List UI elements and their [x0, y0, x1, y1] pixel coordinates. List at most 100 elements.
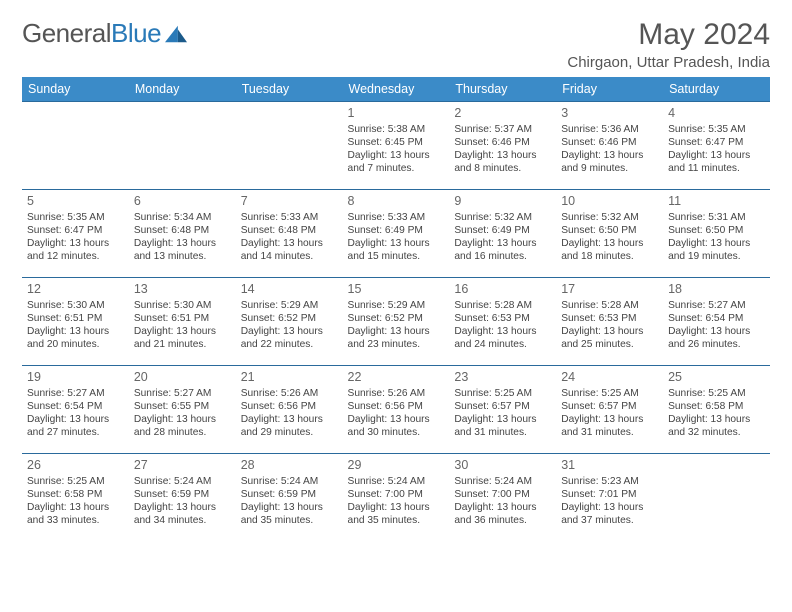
calendar-cell: 22Sunrise: 5:26 AMSunset: 6:56 PMDayligh… — [343, 366, 450, 454]
day-number: 12 — [27, 281, 124, 297]
day-info-line: Sunset: 6:53 PM — [454, 312, 551, 325]
weekday-header: Wednesday — [343, 77, 450, 102]
day-info-line: Sunrise: 5:28 AM — [454, 299, 551, 312]
day-info-line: Daylight: 13 hours and 20 minutes. — [27, 325, 124, 351]
day-number: 11 — [668, 193, 765, 209]
day-info-line: Sunrise: 5:25 AM — [561, 387, 658, 400]
day-info-line: Daylight: 13 hours and 18 minutes. — [561, 237, 658, 263]
day-number: 1 — [348, 105, 445, 121]
day-info-line: Sunrise: 5:27 AM — [134, 387, 231, 400]
day-number: 20 — [134, 369, 231, 385]
day-info-line: Daylight: 13 hours and 8 minutes. — [454, 149, 551, 175]
day-number: 19 — [27, 369, 124, 385]
weekday-header: Saturday — [663, 77, 770, 102]
day-number: 30 — [454, 457, 551, 473]
day-info-line: Sunset: 6:47 PM — [27, 224, 124, 237]
calendar-cell: 23Sunrise: 5:25 AMSunset: 6:57 PMDayligh… — [449, 366, 556, 454]
calendar-cell: 30Sunrise: 5:24 AMSunset: 7:00 PMDayligh… — [449, 454, 556, 542]
day-number: 4 — [668, 105, 765, 121]
day-info-line: Sunrise: 5:24 AM — [454, 475, 551, 488]
day-info-line: Sunset: 6:45 PM — [348, 136, 445, 149]
day-info-line: Daylight: 13 hours and 29 minutes. — [241, 413, 338, 439]
day-info-line: Daylight: 13 hours and 26 minutes. — [668, 325, 765, 351]
calendar-row: 19Sunrise: 5:27 AMSunset: 6:54 PMDayligh… — [22, 366, 770, 454]
day-info-line: Sunset: 6:58 PM — [27, 488, 124, 501]
day-number: 6 — [134, 193, 231, 209]
day-info-line: Sunset: 6:46 PM — [454, 136, 551, 149]
brand-part2: Blue — [111, 18, 161, 48]
day-info-line: Sunrise: 5:37 AM — [454, 123, 551, 136]
month-title: May 2024 — [567, 18, 770, 52]
title-block: May 2024 Chirgaon, Uttar Pradesh, India — [567, 18, 770, 71]
day-info-line: Daylight: 13 hours and 33 minutes. — [27, 501, 124, 527]
day-info-line: Sunrise: 5:24 AM — [348, 475, 445, 488]
calendar-cell — [236, 102, 343, 190]
calendar-cell: 24Sunrise: 5:25 AMSunset: 6:57 PMDayligh… — [556, 366, 663, 454]
day-info-line: Daylight: 13 hours and 25 minutes. — [561, 325, 658, 351]
day-number: 28 — [241, 457, 338, 473]
calendar-cell: 20Sunrise: 5:27 AMSunset: 6:55 PMDayligh… — [129, 366, 236, 454]
day-info-line: Daylight: 13 hours and 7 minutes. — [348, 149, 445, 175]
day-info-line: Daylight: 13 hours and 11 minutes. — [668, 149, 765, 175]
day-info-line: Sunset: 7:01 PM — [561, 488, 658, 501]
day-info-line: Sunset: 6:50 PM — [668, 224, 765, 237]
calendar-cell: 12Sunrise: 5:30 AMSunset: 6:51 PMDayligh… — [22, 278, 129, 366]
calendar-cell — [129, 102, 236, 190]
header: GeneralBlue May 2024 Chirgaon, Uttar Pra… — [22, 18, 770, 71]
calendar-row: 1Sunrise: 5:38 AMSunset: 6:45 PMDaylight… — [22, 102, 770, 190]
day-info-line: Sunrise: 5:26 AM — [241, 387, 338, 400]
day-info-line: Sunset: 6:59 PM — [241, 488, 338, 501]
day-number: 21 — [241, 369, 338, 385]
day-number: 5 — [27, 193, 124, 209]
calendar-cell: 27Sunrise: 5:24 AMSunset: 6:59 PMDayligh… — [129, 454, 236, 542]
day-info-line: Sunset: 6:53 PM — [561, 312, 658, 325]
calendar-row: 26Sunrise: 5:25 AMSunset: 6:58 PMDayligh… — [22, 454, 770, 542]
calendar-cell: 14Sunrise: 5:29 AMSunset: 6:52 PMDayligh… — [236, 278, 343, 366]
calendar-cell: 28Sunrise: 5:24 AMSunset: 6:59 PMDayligh… — [236, 454, 343, 542]
day-info-line: Sunrise: 5:33 AM — [241, 211, 338, 224]
day-info-line: Daylight: 13 hours and 16 minutes. — [454, 237, 551, 263]
calendar-cell: 10Sunrise: 5:32 AMSunset: 6:50 PMDayligh… — [556, 190, 663, 278]
day-info-line: Sunset: 6:46 PM — [561, 136, 658, 149]
day-info-line: Sunrise: 5:24 AM — [134, 475, 231, 488]
logo: GeneralBlue — [22, 18, 187, 49]
weekday-header: Thursday — [449, 77, 556, 102]
weekday-header: Sunday — [22, 77, 129, 102]
day-number: 22 — [348, 369, 445, 385]
day-number: 31 — [561, 457, 658, 473]
calendar-cell: 5 Sunrise: 5:35 AMSunset: 6:47 PMDaylight… — [22, 190, 129, 278]
day-info-line: Daylight: 13 hours and 24 minutes. — [454, 325, 551, 351]
day-info-line: Daylight: 13 hours and 34 minutes. — [134, 501, 231, 527]
day-number: 24 — [561, 369, 658, 385]
day-info-line: Sunrise: 5:33 AM — [348, 211, 445, 224]
day-info-line: Sunrise: 5:35 AM — [27, 211, 124, 224]
calendar-cell: 8Sunrise: 5:33 AMSunset: 6:49 PMDaylight… — [343, 190, 450, 278]
day-info-line: Sunset: 6:49 PM — [454, 224, 551, 237]
day-info-line: Sunset: 6:52 PM — [241, 312, 338, 325]
day-number: 17 — [561, 281, 658, 297]
calendar-cell: 13Sunrise: 5:30 AMSunset: 6:51 PMDayligh… — [129, 278, 236, 366]
day-number: 15 — [348, 281, 445, 297]
day-info-line: Daylight: 13 hours and 19 minutes. — [668, 237, 765, 263]
day-number: 27 — [134, 457, 231, 473]
calendar-cell: 18Sunrise: 5:27 AMSunset: 6:54 PMDayligh… — [663, 278, 770, 366]
day-info-line: Daylight: 13 hours and 12 minutes. — [27, 237, 124, 263]
day-info-line: Sunset: 6:56 PM — [348, 400, 445, 413]
day-info-line: Sunset: 6:54 PM — [668, 312, 765, 325]
day-info-line: Sunset: 6:52 PM — [348, 312, 445, 325]
day-info-line: Daylight: 13 hours and 9 minutes. — [561, 149, 658, 175]
calendar-cell: 9Sunrise: 5:32 AMSunset: 6:49 PMDaylight… — [449, 190, 556, 278]
brand-text: GeneralBlue — [22, 18, 161, 49]
day-info-line: Sunrise: 5:25 AM — [27, 475, 124, 488]
day-info-line: Sunrise: 5:29 AM — [241, 299, 338, 312]
day-info-line: Sunrise: 5:27 AM — [27, 387, 124, 400]
day-info-line: Daylight: 13 hours and 35 minutes. — [348, 501, 445, 527]
day-info-line: Daylight: 13 hours and 13 minutes. — [134, 237, 231, 263]
day-info-line: Sunrise: 5:34 AM — [134, 211, 231, 224]
day-info-line: Daylight: 13 hours and 27 minutes. — [27, 413, 124, 439]
day-info-line: Sunset: 6:56 PM — [241, 400, 338, 413]
calendar-cell: 19Sunrise: 5:27 AMSunset: 6:54 PMDayligh… — [22, 366, 129, 454]
day-info-line: Sunset: 6:50 PM — [561, 224, 658, 237]
calendar-cell: 4Sunrise: 5:35 AMSunset: 6:47 PMDaylight… — [663, 102, 770, 190]
calendar-body: 1Sunrise: 5:38 AMSunset: 6:45 PMDaylight… — [22, 102, 770, 542]
